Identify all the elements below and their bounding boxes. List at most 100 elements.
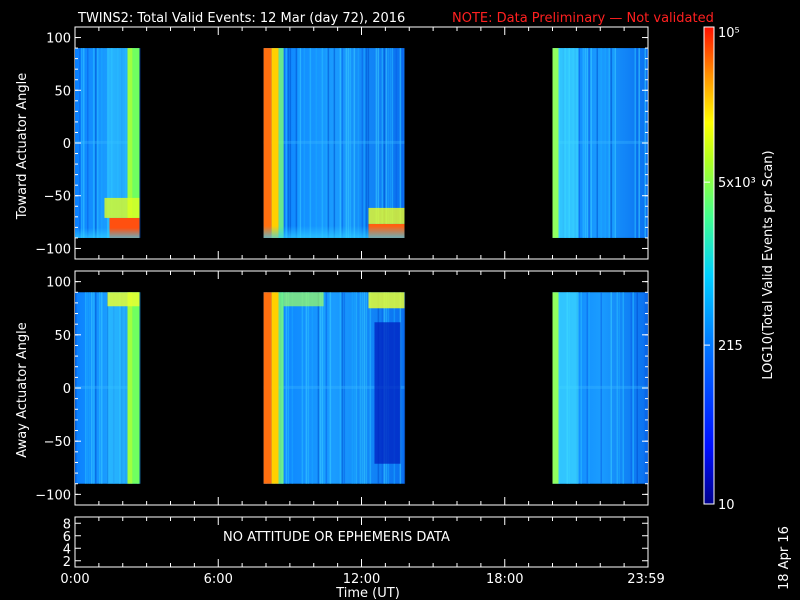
- heat-streak: [327, 48, 330, 238]
- figure-title: TWINS2: Total Valid Events: 12 Mar (day …: [77, 11, 405, 26]
- heat-streak: [101, 292, 103, 484]
- ytick-label: 0: [63, 382, 71, 397]
- heat-streak: [323, 292, 326, 484]
- heat-streak: [139, 48, 141, 238]
- ytick-label: −100: [35, 242, 71, 257]
- heat-streak: [95, 292, 97, 484]
- heat-streak: [307, 292, 310, 484]
- heat-streak: [345, 48, 348, 238]
- heat-column: [127, 48, 133, 238]
- heat-streak: [99, 292, 101, 484]
- heat-streak: [578, 48, 580, 238]
- axes: 100 50 0 −50 −100 100 50 0 −50 −100 0:00 6:00 12:00 1…: [35, 26, 665, 587]
- heat-column: [271, 292, 279, 484]
- away-panel: [74, 270, 649, 506]
- heat-column: [552, 292, 559, 484]
- heat-streak: [395, 48, 398, 238]
- heat-streak: [590, 48, 592, 238]
- heat-hotspot: [104, 197, 140, 218]
- heat-streak: [381, 48, 384, 238]
- zero-band: [75, 385, 140, 389]
- heat-streak: [87, 292, 89, 484]
- heat-streak: [638, 48, 640, 238]
- heat-streak: [93, 48, 95, 238]
- heat-streak: [349, 48, 352, 238]
- heat-column: [558, 48, 579, 238]
- heat-streak: [97, 48, 99, 238]
- heat-streak: [329, 292, 332, 484]
- heat-streak: [339, 48, 342, 238]
- heat-column: [558, 292, 579, 484]
- heat-streak: [636, 48, 638, 238]
- heat-streak: [359, 292, 362, 484]
- heat-streak: [81, 48, 83, 238]
- heat-column: [278, 292, 284, 484]
- ytick-label: 100: [46, 32, 71, 47]
- ytick-label: 50: [54, 329, 71, 344]
- heat-hotspot: [368, 207, 405, 224]
- heat-streak: [618, 292, 620, 484]
- heat-streak: [391, 48, 394, 238]
- preliminary-note: NOTE: Data Preliminary — Not validated: [452, 11, 714, 26]
- xtick-label: 23:59: [627, 572, 664, 587]
- heat-streak: [295, 48, 298, 238]
- heat-streak: [341, 292, 344, 484]
- xtick-label: 6:00: [204, 572, 233, 587]
- heat-streak: [622, 292, 624, 484]
- heat-streak: [321, 292, 324, 484]
- heat-streak: [85, 292, 87, 484]
- heat-streak: [367, 48, 370, 238]
- heat-streak: [333, 48, 336, 238]
- colorbar: 10 215 5x10³ 10⁵ LOG10(Total Valid Events p…: [703, 26, 776, 513]
- zero-band: [552, 140, 648, 144]
- heat-streak: [586, 48, 588, 238]
- heat-streak: [89, 292, 91, 484]
- heat-streak: [341, 48, 344, 238]
- heat-streak: [87, 48, 89, 238]
- ytick-label: −50: [44, 190, 71, 205]
- heat-streak: [387, 48, 390, 238]
- heat-streak: [584, 48, 586, 238]
- heat-streak: [630, 292, 632, 484]
- heat-streak: [377, 48, 380, 238]
- heat-streak: [287, 292, 290, 484]
- ytick-label: 100: [46, 276, 71, 291]
- heat-hotspot: [368, 292, 405, 309]
- heat-streak: [610, 292, 612, 484]
- heat-streak: [389, 48, 392, 238]
- heat-streak: [353, 292, 356, 484]
- heat-streak: [365, 48, 368, 238]
- toward-panel: [74, 26, 649, 260]
- heat-streak: [299, 48, 302, 238]
- away-ylabel: Away Actuator Angle: [15, 322, 30, 457]
- heat-streak: [285, 48, 288, 238]
- heat-edge: [75, 227, 140, 238]
- heat-hotspot: [283, 292, 324, 307]
- heat-streak: [315, 48, 318, 238]
- heat-column: [263, 292, 272, 484]
- heat-streak: [369, 292, 372, 484]
- zero-band: [552, 385, 648, 389]
- heat-streak: [612, 48, 614, 238]
- heat-streak: [385, 48, 388, 238]
- toward-data: [75, 48, 648, 238]
- heat-column: [552, 48, 559, 238]
- heat-streak: [588, 292, 590, 484]
- heat-column: [107, 292, 128, 484]
- heat-streak: [600, 48, 602, 238]
- heat-streak: [101, 48, 103, 238]
- heat-column: [271, 48, 279, 238]
- zero-band: [75, 140, 140, 144]
- heat-streak: [95, 48, 97, 238]
- zero-band: [263, 140, 405, 144]
- heat-streak: [91, 292, 93, 484]
- heat-hotspot: [107, 292, 140, 307]
- toward-ylabel: Toward Actuator Angle: [15, 73, 30, 220]
- heat-streak: [636, 292, 638, 484]
- away-data: [75, 292, 648, 484]
- heat-streak: [305, 292, 308, 484]
- heat-streak: [604, 48, 606, 238]
- heat-column: [132, 292, 140, 484]
- heat-streak: [608, 48, 610, 238]
- heat-streak: [580, 292, 582, 484]
